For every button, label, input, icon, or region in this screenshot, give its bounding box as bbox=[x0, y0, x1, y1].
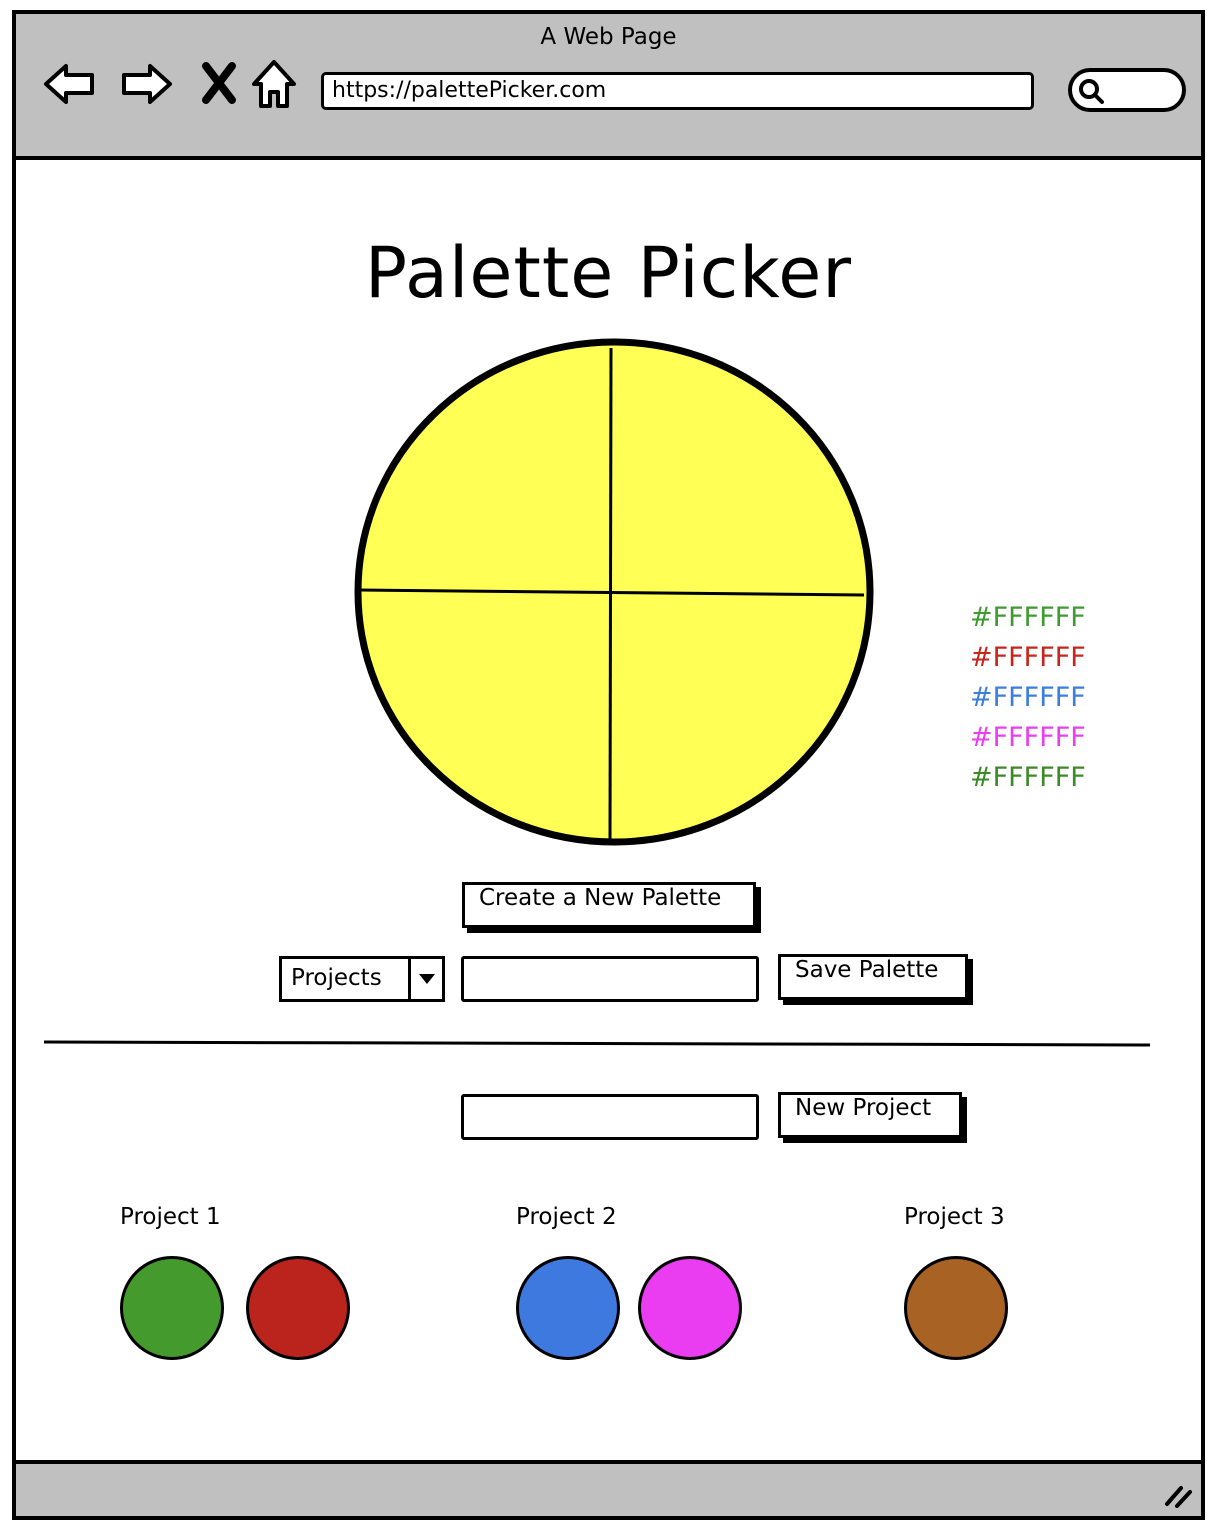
browser-search-box[interactable] bbox=[1068, 68, 1186, 112]
project-title: Project 2 bbox=[516, 1204, 617, 1230]
close-icon[interactable] bbox=[194, 54, 254, 114]
home-icon[interactable] bbox=[244, 54, 304, 114]
color-swatch[interactable] bbox=[246, 1256, 350, 1360]
create-palette-button[interactable]: Create a New Palette bbox=[462, 882, 756, 928]
forward-arrow-icon[interactable] bbox=[116, 54, 176, 114]
search-icon bbox=[1079, 79, 1104, 104]
hex-code: #FFFFFF bbox=[970, 722, 1086, 753]
browser-status-bar bbox=[16, 1460, 1201, 1516]
wheel-divider-vertical bbox=[608, 347, 613, 843]
url-bar[interactable]: https://palettePicker.com bbox=[321, 72, 1034, 110]
project-name-input[interactable] bbox=[461, 1094, 759, 1140]
hex-code: #FFFFFF bbox=[970, 682, 1086, 713]
resize-handle-icon[interactable] bbox=[1163, 1478, 1193, 1508]
window-title: A Web Page bbox=[540, 24, 677, 50]
chevron-down-icon[interactable] bbox=[408, 959, 442, 999]
browser-window: A Web Page https://palettePicker.com Pal… bbox=[12, 10, 1205, 1520]
color-swatch[interactable] bbox=[638, 1256, 742, 1360]
palette-wheel[interactable] bbox=[352, 336, 876, 852]
wheel-divider-horizontal bbox=[359, 588, 865, 597]
back-arrow-icon[interactable] bbox=[40, 54, 100, 114]
color-swatch[interactable] bbox=[120, 1256, 224, 1360]
palette-name-input[interactable] bbox=[461, 956, 759, 1002]
color-swatch[interactable] bbox=[904, 1256, 1008, 1360]
hex-code: #FFFFFF bbox=[970, 762, 1086, 793]
page-title: Palette Picker bbox=[364, 232, 853, 314]
project-title: Project 1 bbox=[120, 1204, 221, 1230]
browser-toolbar: A Web Page https://palettePicker.com bbox=[16, 14, 1201, 160]
projects-select[interactable]: Projects bbox=[279, 956, 445, 1002]
save-palette-button[interactable]: Save Palette bbox=[778, 954, 968, 1000]
color-swatch[interactable] bbox=[516, 1256, 620, 1360]
hex-code: #FFFFFF bbox=[970, 642, 1086, 673]
new-project-button[interactable]: New Project bbox=[778, 1092, 962, 1138]
project-title: Project 3 bbox=[904, 1204, 1005, 1230]
hex-code: #FFFFFF bbox=[970, 602, 1086, 633]
projects-select-label: Projects bbox=[291, 965, 382, 991]
section-divider bbox=[44, 1040, 1150, 1047]
hex-code-list: #FFFFFF #FFFFFF #FFFFFF #FFFFFF #FFFFFF bbox=[970, 598, 1086, 798]
